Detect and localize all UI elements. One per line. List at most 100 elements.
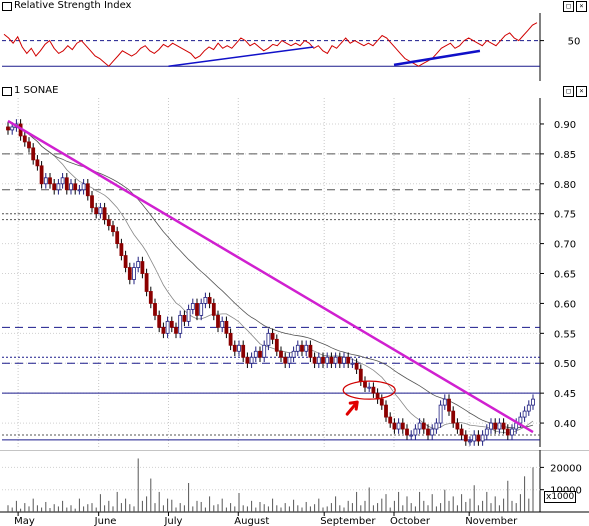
price-candle-body (64, 177, 69, 191)
volume-background (0, 450, 589, 526)
price-tick-label: 0.80 (554, 180, 576, 191)
price-candle-body (510, 428, 514, 436)
price-candle-body (60, 177, 65, 185)
price-candle-body (245, 356, 250, 364)
price-candle-body (203, 297, 208, 304)
price-candle-body (526, 404, 531, 412)
price-candle-body (392, 422, 397, 430)
price-candle-body (379, 398, 384, 406)
price-candle-body (127, 267, 132, 280)
price-candle-body (472, 434, 477, 442)
price-candle-body (476, 434, 481, 442)
price-candle-body (413, 428, 418, 436)
price-candle-body (169, 320, 174, 328)
price-candle-body (405, 428, 409, 436)
rsi-trendline (168, 46, 314, 67)
month-label: June (94, 516, 117, 526)
price-candle-body (115, 231, 120, 245)
price-candle-body (199, 303, 204, 316)
price-candle-body (153, 303, 157, 316)
price-candle-body (132, 267, 136, 280)
price-candle-body (220, 320, 225, 328)
price-candle-body (27, 141, 31, 149)
price-candle-body (350, 362, 355, 365)
price-candle-body (459, 428, 464, 436)
price-candle-body (451, 410, 456, 424)
price-candle-body (531, 398, 535, 406)
price-candle-body (43, 177, 48, 185)
price-tick-label: 0.70 (554, 240, 576, 251)
month-label: November (465, 516, 518, 526)
price-candle-body (249, 356, 254, 364)
price-candle-body (270, 332, 275, 340)
price-candle-body (400, 422, 405, 430)
price-candle-body (102, 207, 107, 221)
price-candle-body (312, 356, 317, 364)
price-candle-body (190, 303, 195, 310)
price-candle-body (337, 356, 342, 364)
month-label: August (234, 516, 269, 526)
rsi-line (3, 22, 538, 67)
volume-unit-label: x1000 (544, 491, 577, 503)
price-candle-body (232, 344, 237, 352)
price-tick-label: 0.90 (554, 120, 576, 131)
price-candle-body (505, 428, 510, 436)
price-candle-body (111, 225, 115, 233)
price-candle-body (73, 183, 78, 191)
price-candle-body (417, 422, 422, 430)
price-maximize-icon[interactable]: □ (563, 86, 574, 97)
price-close-icon[interactable]: × (576, 86, 587, 97)
price-candle-body (489, 422, 493, 430)
price-candle-body (346, 356, 351, 364)
price-candle-body (463, 434, 468, 442)
price-candle-body (358, 368, 363, 382)
price-candle-body (484, 428, 489, 436)
rsi-titlebar: Relative Strength Index □ × (0, 0, 589, 14)
volume-chart: 1000020000MayJuneJulyAugustSeptemberOcto… (0, 450, 589, 526)
price-candle-body (258, 350, 262, 358)
price-candle-body (136, 261, 141, 268)
price-candle-body (262, 344, 267, 358)
price-candle-body (291, 350, 296, 358)
price-candle-body (522, 410, 527, 418)
price-candle-body (396, 422, 401, 430)
month-label: May (14, 516, 35, 526)
price-candle-body (106, 219, 111, 227)
price-trendline (7, 119, 534, 434)
price-candle-body (98, 207, 103, 215)
price-candle-body (211, 303, 216, 316)
price-tick-label: 0.60 (554, 299, 576, 310)
price-candle-body (39, 165, 44, 185)
price-candle-body (300, 344, 304, 352)
price-candle-body (85, 183, 90, 197)
price-candle-body (90, 195, 94, 209)
price-candle-body (274, 338, 279, 352)
price-window-menu-icon[interactable] (2, 87, 12, 96)
price-candle-body (22, 135, 27, 143)
price-candle-body (501, 422, 506, 430)
rsi-maximize-icon[interactable]: □ (563, 1, 574, 12)
price-candle-body (123, 255, 128, 268)
price-candle-body (316, 356, 321, 364)
rsi-panel: Relative Strength Index □ × 50 (0, 0, 589, 81)
price-tick-label: 0.55 (554, 329, 576, 340)
rsi-tick-label: 50 (568, 37, 581, 48)
price-candle-body (140, 261, 145, 274)
price-candle-body (279, 350, 283, 358)
price-candle-body (207, 297, 212, 304)
rsi-window-menu-icon[interactable] (2, 2, 12, 11)
price-candle-body (325, 356, 330, 364)
rsi-close-icon[interactable]: × (576, 1, 587, 12)
price-panel: 1 SONAE □ × 0.90 0.85 0.80 0.75 0.70 0.65 0.60… (0, 85, 589, 447)
rsi-trendline (393, 49, 481, 67)
price-candle-body (144, 273, 149, 292)
price-candle-body (148, 291, 153, 304)
price-moving-average (7, 126, 534, 434)
price-candle-body (409, 434, 414, 437)
price-candle-body (178, 314, 183, 334)
price-candle-body (468, 440, 472, 443)
volume-tick-label: 20000 (550, 463, 582, 474)
price-candle-body (81, 183, 86, 191)
breakdown-arrow-icon (345, 400, 359, 416)
price-chart: 0.90 0.85 0.80 0.75 0.70 0.65 0.60 0.55 0.50 0.45… (0, 98, 589, 447)
